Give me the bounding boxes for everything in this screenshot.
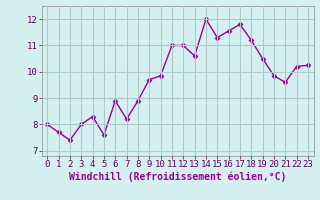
X-axis label: Windchill (Refroidissement éolien,°C): Windchill (Refroidissement éolien,°C) <box>69 172 286 182</box>
